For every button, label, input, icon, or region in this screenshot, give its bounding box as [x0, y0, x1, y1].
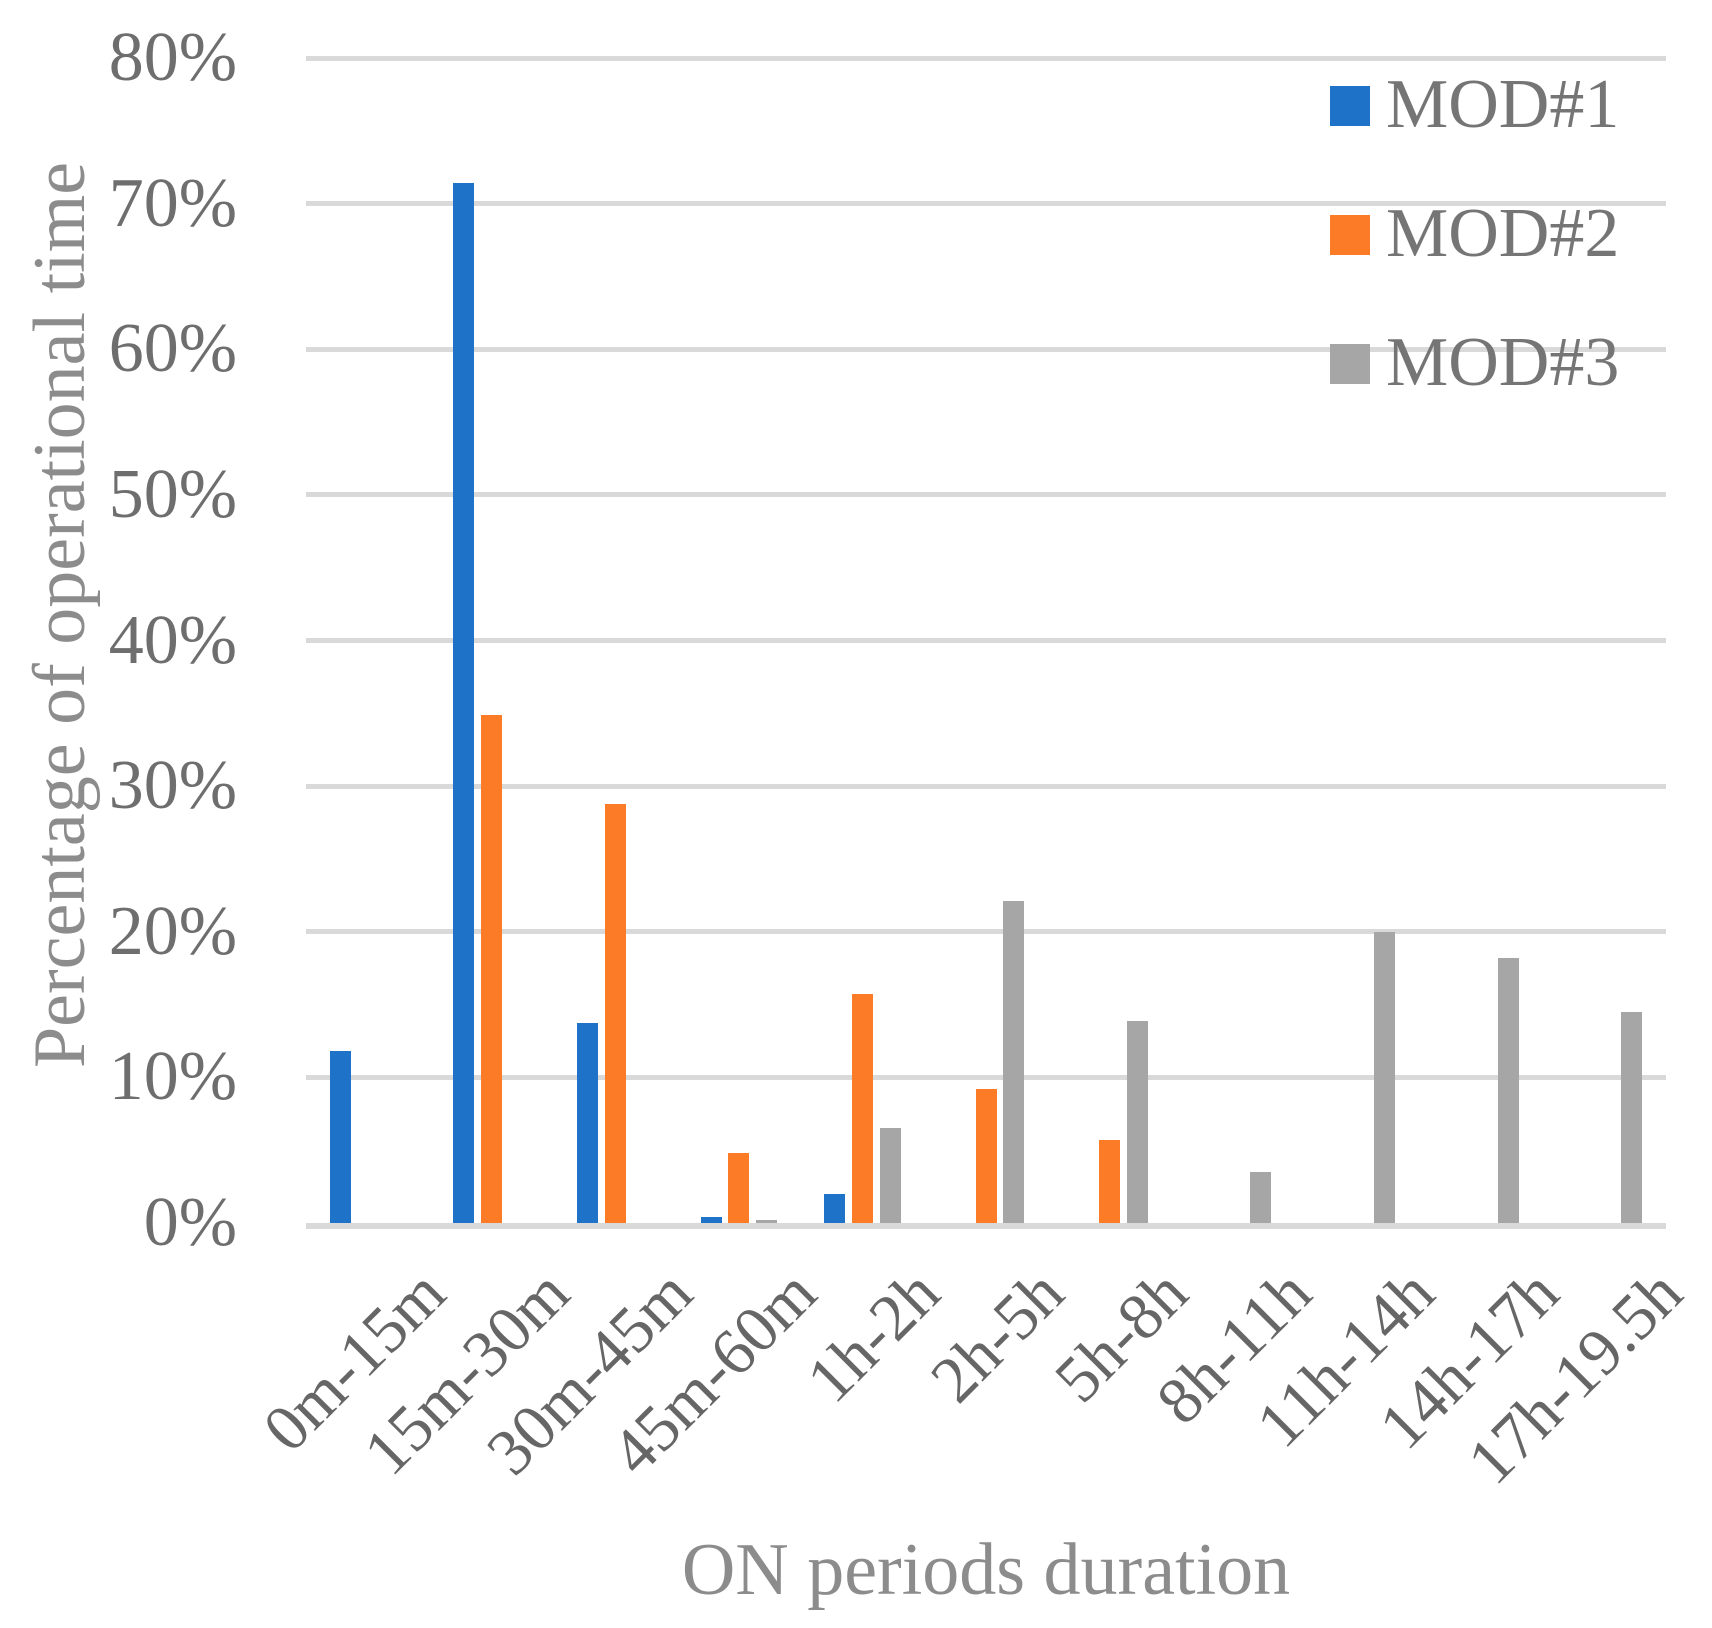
y-tick-label: 20%	[108, 892, 237, 970]
x-axis-title: ON periods duration	[681, 1529, 1291, 1611]
y-tick-label: 40%	[108, 601, 237, 679]
bar-mod1-1h-2h	[824, 1193, 846, 1223]
y-gridline	[306, 929, 1666, 935]
y-gridline	[306, 492, 1666, 498]
legend-label: MOD#3	[1386, 324, 1620, 401]
bar-mod3-2h-5h	[1003, 901, 1025, 1223]
y-tick-label: 0%	[143, 1184, 237, 1261]
y-tick-label: 50%	[108, 455, 237, 533]
bar-mod1-15m-30m	[453, 183, 475, 1223]
y-tick-label: 60%	[108, 310, 237, 388]
bar-mod2-2h-5h	[975, 1089, 997, 1223]
y-gridline	[306, 783, 1666, 789]
legend-swatch-icon	[1330, 344, 1370, 384]
y-gridline	[306, 346, 1666, 352]
bar-mod2-5h-8h	[1099, 1139, 1121, 1223]
legend-swatch-icon	[1330, 86, 1370, 126]
bar-mod3-45m-60m	[755, 1220, 777, 1223]
y-tick-label: 30%	[108, 747, 237, 825]
bar-mod1-30m-45m	[576, 1023, 598, 1223]
bar-mod2-45m-60m	[728, 1153, 750, 1223]
legend-swatch-icon	[1330, 215, 1370, 255]
y-tick-label: 70%	[108, 164, 237, 242]
bar-mod3-11h-14h	[1374, 931, 1396, 1223]
legend-label: MOD#2	[1386, 195, 1620, 272]
legend-label: MOD#1	[1386, 66, 1620, 143]
bar-mod2-15m-30m	[480, 714, 502, 1223]
y-axis-title: Percentage of operational time	[19, 161, 101, 1068]
bar-mod3-14h-17h	[1497, 957, 1519, 1223]
bar-mod3-17h-19.5h	[1621, 1011, 1643, 1223]
y-gridline	[306, 55, 1666, 61]
x-tick-label: 1h-2h	[793, 1256, 954, 1417]
y-gridline	[306, 1074, 1666, 1080]
bar-mod3-8h-11h	[1250, 1172, 1272, 1223]
bar-mod1-45m-60m	[700, 1217, 722, 1223]
bar-mod2-30m-45m	[604, 803, 626, 1223]
bar-mod2-1h-2h	[851, 994, 873, 1223]
y-tick-label: 80%	[108, 19, 237, 96]
y-gridline	[306, 638, 1666, 643]
bar-mod3-1h-2h	[879, 1128, 901, 1223]
y-tick-label: 10%	[108, 1038, 237, 1116]
bar-mod1-0m-15m	[329, 1051, 351, 1223]
x-axis-line	[306, 1223, 1666, 1229]
y-gridline	[306, 201, 1666, 207]
x-tick-label: 2h-5h	[917, 1256, 1078, 1417]
bar-mod3-5h-8h	[1126, 1020, 1148, 1223]
